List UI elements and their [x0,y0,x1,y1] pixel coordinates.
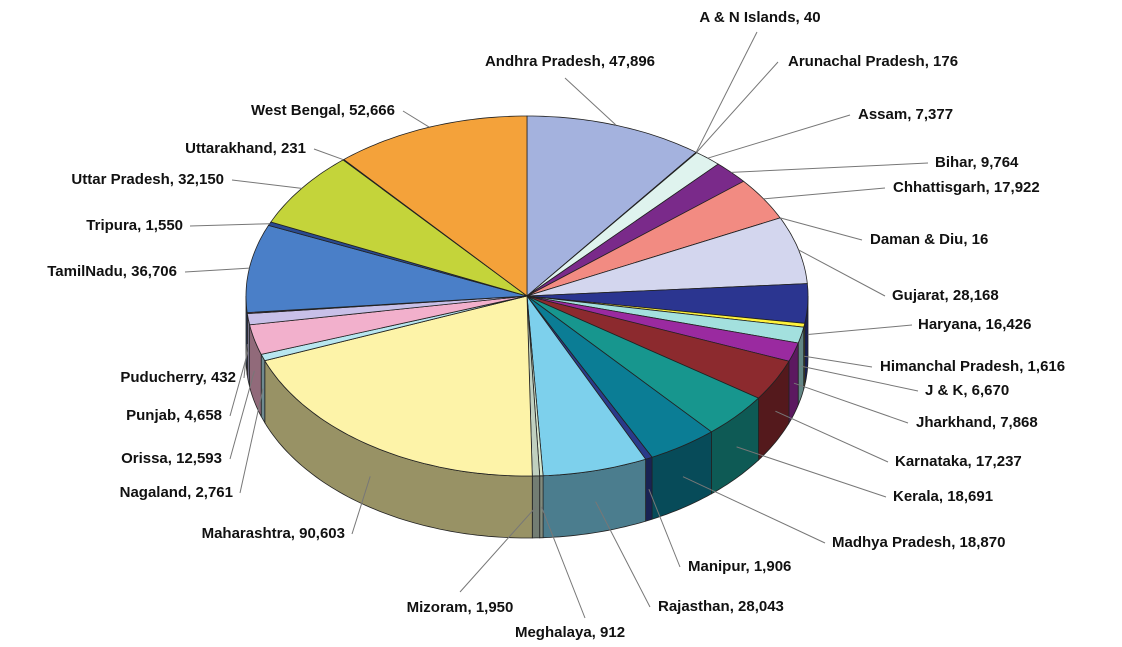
leader-line [595,501,651,608]
slice [526,163,745,297]
data-label: Rajasthan, 28,043 [658,598,784,615]
leader-line [801,365,919,392]
slice [526,295,799,362]
leader-line [807,324,913,335]
data-label: Orissa, 12,593 [121,450,222,467]
leader-line [763,187,886,200]
slice [526,295,713,458]
leader-line [184,267,250,273]
slice [526,295,760,433]
data-label: Madhya Pradesh, 18,870 [832,534,1005,551]
slice-side [260,352,266,425]
leader-line [696,61,779,153]
data-label: J & K, 6,670 [925,382,1009,399]
leader-line [564,77,617,126]
data-label: Tripura, 1,550 [86,217,183,234]
slice [526,283,809,324]
slice-side [645,456,653,522]
data-label: Himanchal Pradesh, 1,616 [880,358,1065,375]
data-label: Mizoram, 1,950 [407,599,514,616]
slice [526,295,790,399]
leader-line [695,31,758,153]
leader-line [707,114,851,159]
leader-line [402,110,430,128]
leader-line [239,388,264,494]
pie-tops [245,115,809,477]
data-label: Gujarat, 28,168 [892,287,999,304]
leader-line [736,446,887,498]
leader-line [648,489,681,568]
data-label: Maharashtra, 90,603 [202,525,345,542]
data-label: TamilNadu, 36,706 [47,263,177,280]
leader-line [682,476,826,544]
leader-line [804,355,873,368]
data-label: Kerala, 18,691 [893,488,993,505]
data-label: Arunachal Pradesh, 176 [788,53,958,70]
data-label: Uttar Pradesh, 32,150 [71,171,224,188]
leader-line [459,506,537,593]
leader-line [351,476,371,535]
leader-line [775,410,889,463]
leader-line [243,344,248,379]
leader-line [540,506,586,619]
data-label: Karnataka, 17,237 [895,453,1022,470]
data-label: Andhra Pradesh, 47,896 [485,53,655,70]
data-label: Assam, 7,377 [858,106,953,123]
data-label: Daman & Diu, 16 [870,231,988,248]
slice-side [539,475,544,539]
slice [249,295,528,355]
labels: Andhra Pradesh, 47,896 A & N Islands, 40 A… [47,9,1065,641]
slice [526,115,697,297]
leader-line [780,217,863,241]
data-label: Puducherry, 432 [120,369,236,386]
data-label: Nagaland, 2,761 [120,484,233,501]
slice [526,294,647,477]
data-label: Haryana, 16,426 [918,316,1031,333]
data-label: Uttarakhand, 231 [185,140,306,157]
data-label: A & N Islands, 40 [699,9,820,26]
data-label: Jharkhand, 7,868 [916,414,1038,431]
data-label: Chhattisgarh, 17,922 [893,179,1040,196]
data-label: Meghalaya, 912 [515,624,625,641]
leader-line [793,382,909,424]
pie-sides [245,295,809,539]
data-label: Punjab, 4,658 [126,407,222,424]
data-label: Manipur, 1,906 [688,558,791,575]
leader-line [229,370,255,460]
leader-line [231,179,302,189]
data-label: Bihar, 9,764 [935,154,1019,171]
leader-line [798,249,886,297]
leader-line [313,148,344,161]
leader-line [189,223,270,227]
data-label: West Bengal, 52,666 [251,102,395,119]
leader-line [731,162,929,173]
slice [264,295,533,477]
